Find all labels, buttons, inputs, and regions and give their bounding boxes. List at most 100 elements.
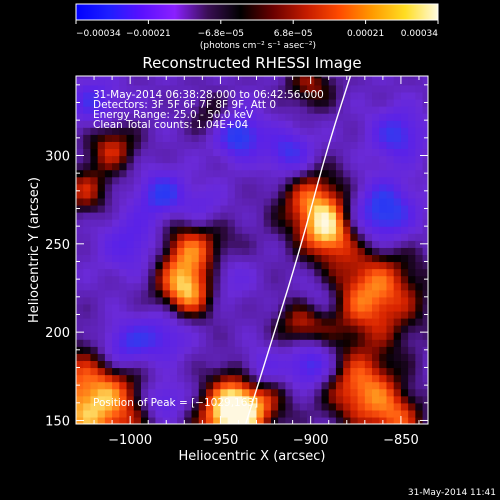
heatmap-cell bbox=[270, 197, 279, 206]
heatmap-cell bbox=[169, 84, 178, 93]
heatmap-cell bbox=[76, 141, 84, 150]
heatmap-cell bbox=[408, 261, 416, 270]
heatmap-cell bbox=[169, 303, 178, 312]
heatmap-cell bbox=[90, 275, 99, 284]
heatmap-cell bbox=[285, 261, 294, 270]
heatmap-cell bbox=[169, 113, 178, 121]
heatmap-cell bbox=[372, 162, 380, 171]
heatmap-cell bbox=[307, 219, 315, 227]
heatmap-cell bbox=[263, 148, 272, 157]
heatmap-cell bbox=[177, 113, 185, 121]
heatmap-cell bbox=[227, 275, 236, 284]
heatmap-cell bbox=[256, 268, 265, 277]
heatmap-cell bbox=[227, 84, 236, 93]
heatmap-cell bbox=[278, 155, 286, 164]
heatmap-cell bbox=[97, 303, 106, 312]
heatmap-cell bbox=[379, 303, 388, 312]
heatmap-cell bbox=[270, 176, 279, 185]
heatmap-cell bbox=[321, 212, 330, 220]
heatmap-cell bbox=[422, 183, 428, 192]
heatmap-cell bbox=[140, 84, 149, 93]
heatmap-cell bbox=[90, 261, 99, 270]
heatmap-cell bbox=[97, 197, 106, 206]
heatmap-cell bbox=[140, 282, 149, 291]
heatmap-cell bbox=[191, 381, 200, 390]
heatmap-cell bbox=[97, 76, 106, 79]
heatmap-cell bbox=[227, 268, 236, 277]
heatmap-cell bbox=[140, 148, 149, 157]
heatmap-cell bbox=[162, 240, 171, 248]
heatmap-cell bbox=[270, 127, 279, 135]
heatmap-cell bbox=[249, 127, 258, 135]
heatmap-cell bbox=[372, 169, 380, 178]
heatmap-cell bbox=[372, 395, 380, 404]
heatmap-cell bbox=[350, 176, 359, 185]
heatmap-cell bbox=[408, 247, 416, 256]
annotation-time-range: 31-May-2014 06:38:28.000 to 06:42:56.000 bbox=[93, 89, 324, 101]
heatmap-cell bbox=[335, 381, 344, 390]
heatmap-cell bbox=[198, 219, 207, 227]
heatmap-cell bbox=[227, 106, 236, 114]
heatmap-cell bbox=[249, 360, 258, 369]
heatmap-cell bbox=[321, 353, 330, 362]
heatmap-cell bbox=[386, 226, 395, 234]
heatmap-cell bbox=[234, 162, 243, 171]
heatmap-cell bbox=[169, 409, 178, 418]
heatmap-cell bbox=[213, 289, 222, 298]
heatmap-cell bbox=[155, 98, 164, 107]
heatmap-cell bbox=[104, 318, 113, 326]
heatmap-cell bbox=[393, 233, 402, 241]
heatmap-cell bbox=[234, 381, 243, 390]
heatmap-cell bbox=[350, 275, 359, 284]
heatmap-cell bbox=[148, 395, 157, 404]
heatmap-cell bbox=[104, 275, 113, 284]
heatmap-cell bbox=[112, 91, 120, 100]
heatmap-cell bbox=[162, 169, 171, 178]
heatmap-cell bbox=[191, 332, 200, 340]
heatmap-cell bbox=[278, 141, 286, 150]
heatmap-cell bbox=[263, 197, 272, 206]
heatmap-cell bbox=[285, 409, 294, 418]
heatmap-cell bbox=[162, 106, 171, 114]
heatmap-cell bbox=[372, 84, 380, 93]
colorbar-strip bbox=[75, 3, 439, 21]
heatmap-cell bbox=[408, 268, 416, 277]
heatmap-cell bbox=[408, 332, 416, 340]
heatmap-cell bbox=[249, 141, 258, 150]
heatmap-cell bbox=[249, 296, 258, 305]
heatmap-cell bbox=[220, 141, 229, 150]
heatmap-cell bbox=[126, 183, 135, 192]
heatmap-cell bbox=[220, 367, 229, 376]
plot-frame bbox=[75, 75, 429, 425]
heatmap-cell bbox=[292, 409, 301, 418]
heatmap-cell bbox=[227, 303, 236, 312]
heatmap-cell bbox=[343, 219, 351, 227]
heatmap-cell bbox=[213, 360, 222, 369]
heatmap-cell bbox=[126, 303, 135, 312]
heatmap-cell bbox=[83, 98, 92, 107]
heatmap-cell bbox=[148, 98, 157, 107]
heatmap-cell bbox=[314, 212, 323, 220]
heatmap-cell bbox=[104, 190, 113, 199]
heatmap-cell bbox=[372, 113, 380, 121]
heatmap-cell bbox=[126, 127, 135, 135]
heatmap-cell bbox=[321, 339, 330, 347]
heatmap-cell bbox=[140, 91, 149, 100]
heatmap-cell bbox=[292, 148, 301, 157]
heatmap-cell bbox=[162, 226, 171, 234]
heatmap-cell bbox=[335, 226, 344, 234]
heatmap-cell bbox=[205, 388, 214, 397]
heatmap-cell bbox=[198, 388, 207, 397]
heatmap-cell bbox=[242, 381, 250, 390]
heatmap-cell bbox=[343, 134, 351, 142]
heatmap-cell bbox=[364, 134, 373, 142]
heatmap-cell bbox=[422, 296, 428, 305]
x-axis-label: Heliocentric X (arcsec) bbox=[179, 449, 326, 464]
heatmap-cell bbox=[307, 98, 315, 107]
heatmap-cell bbox=[314, 226, 323, 234]
heatmap-cell bbox=[140, 176, 149, 185]
heatmap-cell bbox=[162, 275, 171, 284]
heatmap-cell bbox=[415, 395, 424, 404]
heatmap-cell bbox=[400, 77, 409, 86]
heatmap-cell bbox=[213, 84, 222, 93]
